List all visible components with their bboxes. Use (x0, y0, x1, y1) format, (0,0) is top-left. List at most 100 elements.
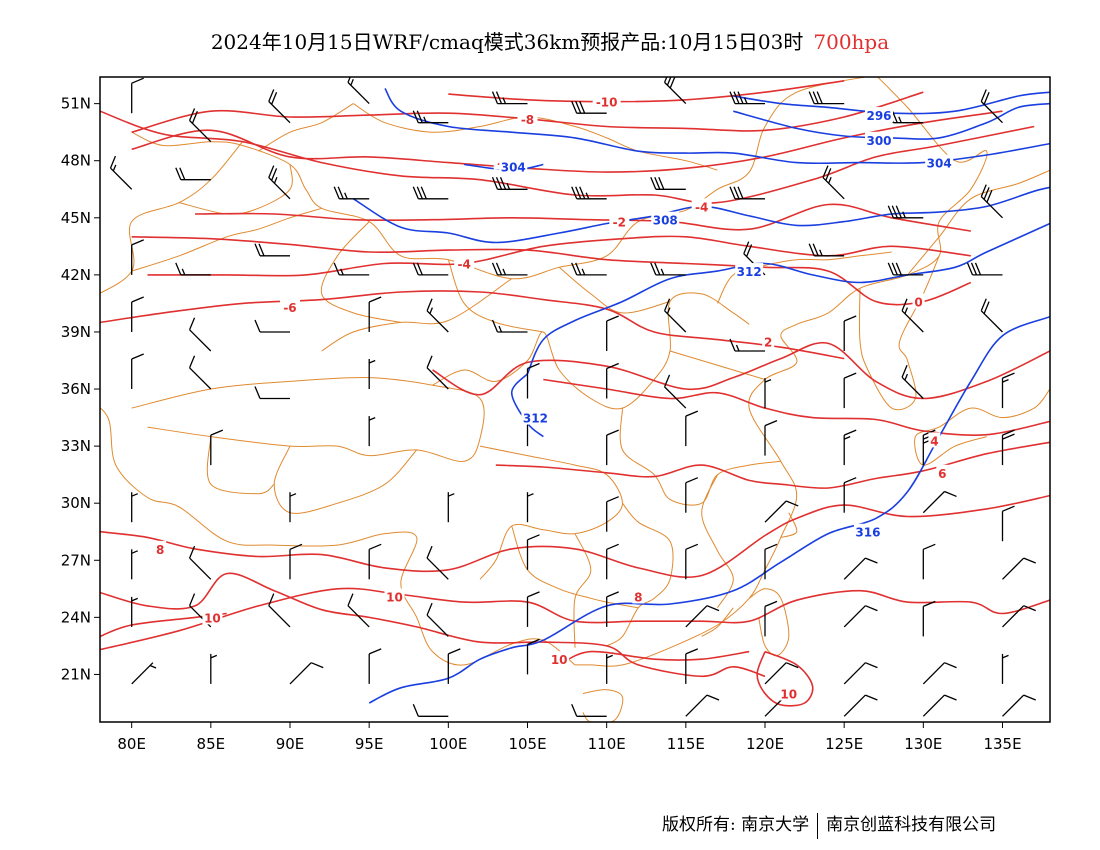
wind-barb-flag (654, 177, 661, 190)
wind-barb-flag (606, 429, 619, 436)
wind-barb-shaft (110, 167, 133, 190)
boundary-line (780, 512, 798, 538)
temperature-contour-label: 8 (156, 543, 164, 557)
wind-barb-flag (368, 543, 382, 550)
wind-barb (447, 492, 455, 523)
wind-barb-half-flag (423, 116, 427, 123)
wind-barb-flag (527, 591, 540, 598)
wind-barb-flag (268, 593, 275, 606)
wind-barb-half-flag (131, 550, 138, 554)
wind-barb-flag (491, 91, 499, 104)
wind-barb (526, 591, 540, 627)
wind-barb (843, 662, 878, 685)
wind-barb-half-flag (904, 373, 908, 381)
lat-tick-label: 21N (61, 665, 91, 683)
credit-left: 版权所有: 南京大学 (662, 815, 810, 835)
wind-barb-flag (188, 317, 196, 331)
axis-layer: 80E 85E 90E 95E 100E 105E 110E 115E 120E 125E 130E… (61, 95, 1022, 753)
wind-barb-shaft (980, 101, 1003, 124)
temperature-contour-line (100, 572, 766, 678)
wind-barb-shaft (843, 662, 866, 685)
temperature-contour-label-bg (912, 293, 925, 309)
wind-barb (347, 77, 370, 105)
temperature-contour-line (194, 203, 971, 232)
temperature-contour-line (558, 650, 750, 666)
wind-barb-flag (175, 262, 182, 276)
wind-barb (268, 89, 291, 124)
wind-barb-flag (891, 205, 898, 219)
temperature-contour-line (100, 290, 845, 360)
wind-barb (131, 353, 144, 389)
temperature-contour-label: 4 (930, 434, 938, 448)
wind-barb-flag (658, 177, 665, 190)
wind-barb (606, 429, 619, 466)
wind-barb-flag (685, 648, 699, 655)
wind-barb-half-flag (502, 97, 507, 104)
wind-barb-shaft (901, 310, 924, 333)
wind-barb-flag (412, 704, 419, 717)
wind-barb-half-flag (1002, 654, 1009, 659)
boundary-line (914, 388, 1050, 466)
wind-barb (887, 205, 924, 219)
wind-barb-flag (268, 165, 275, 178)
temperature-contour-line (543, 378, 1050, 436)
boundary-line (575, 77, 988, 667)
wind-barb-flag (663, 298, 671, 312)
wind-barb-flag (685, 410, 699, 417)
wind-barb-flag (822, 165, 829, 178)
wind-barb (764, 600, 778, 637)
wind-barb-flag (1023, 694, 1036, 701)
wind-barb (131, 662, 157, 685)
temperature-contour-label: 6 (938, 467, 946, 481)
temperature-contour-label: -2 (613, 216, 626, 230)
wind-barb (254, 386, 290, 400)
wind-barb-shaft (822, 177, 845, 200)
wind-barb-half-flag (902, 211, 906, 219)
wind-barb-half-flag (585, 192, 590, 200)
wind-barb (175, 167, 211, 181)
geopotential-contour-label-bg (865, 131, 893, 147)
wind-barb (571, 100, 607, 114)
wind-barb-flag (980, 89, 987, 102)
wind-barb-flag (254, 319, 261, 333)
wind-barb (822, 165, 845, 200)
wind-barb (663, 298, 687, 333)
geopotential-contour-line (384, 87, 1050, 165)
wind-barb-flag (495, 262, 503, 276)
lon-tick-label: 110E (588, 735, 626, 753)
wind-barb-flag (579, 100, 586, 114)
wind-barb-shaft (189, 367, 212, 390)
temperature-contour-label-bg (154, 540, 167, 556)
wind-barb-half-flag (819, 249, 823, 257)
wind-barb-flag (944, 490, 957, 498)
wind-barb-flag (966, 262, 974, 276)
wind-barb-flag (970, 262, 978, 276)
temperature-contour-label-bg (202, 609, 223, 625)
wind-barb-flag (575, 262, 582, 276)
wind-barb-flag (426, 602, 433, 616)
wind-barb (729, 91, 765, 105)
pressure-level-label: 700hpa (813, 30, 890, 54)
wind-barb-half-flag (1002, 379, 1009, 383)
wind-barb-flag (310, 662, 324, 669)
wind-barb-flag (895, 262, 902, 276)
wind-barb (368, 359, 376, 389)
wind-barb (210, 653, 218, 684)
lon-tick-label: 125E (825, 735, 863, 753)
wind-barb-half-flag (181, 268, 186, 276)
wind-barb (764, 378, 772, 409)
boundary-line (858, 255, 940, 411)
wind-barb-flag (412, 110, 419, 123)
wind-barb-flag (337, 186, 344, 200)
wind-barb (131, 596, 138, 627)
wind-barb-flag (254, 386, 261, 399)
wind-barb-flag (980, 298, 987, 312)
wind-barb (268, 165, 291, 200)
temperature-contour-line (756, 650, 814, 707)
wind-barb-flag (420, 186, 427, 200)
wind-barb-shaft (426, 310, 449, 333)
wind-barb-flag (131, 353, 144, 360)
wind-barb-flag (527, 534, 540, 541)
wind-barb (368, 648, 382, 684)
wind-barb-flag (491, 319, 499, 333)
